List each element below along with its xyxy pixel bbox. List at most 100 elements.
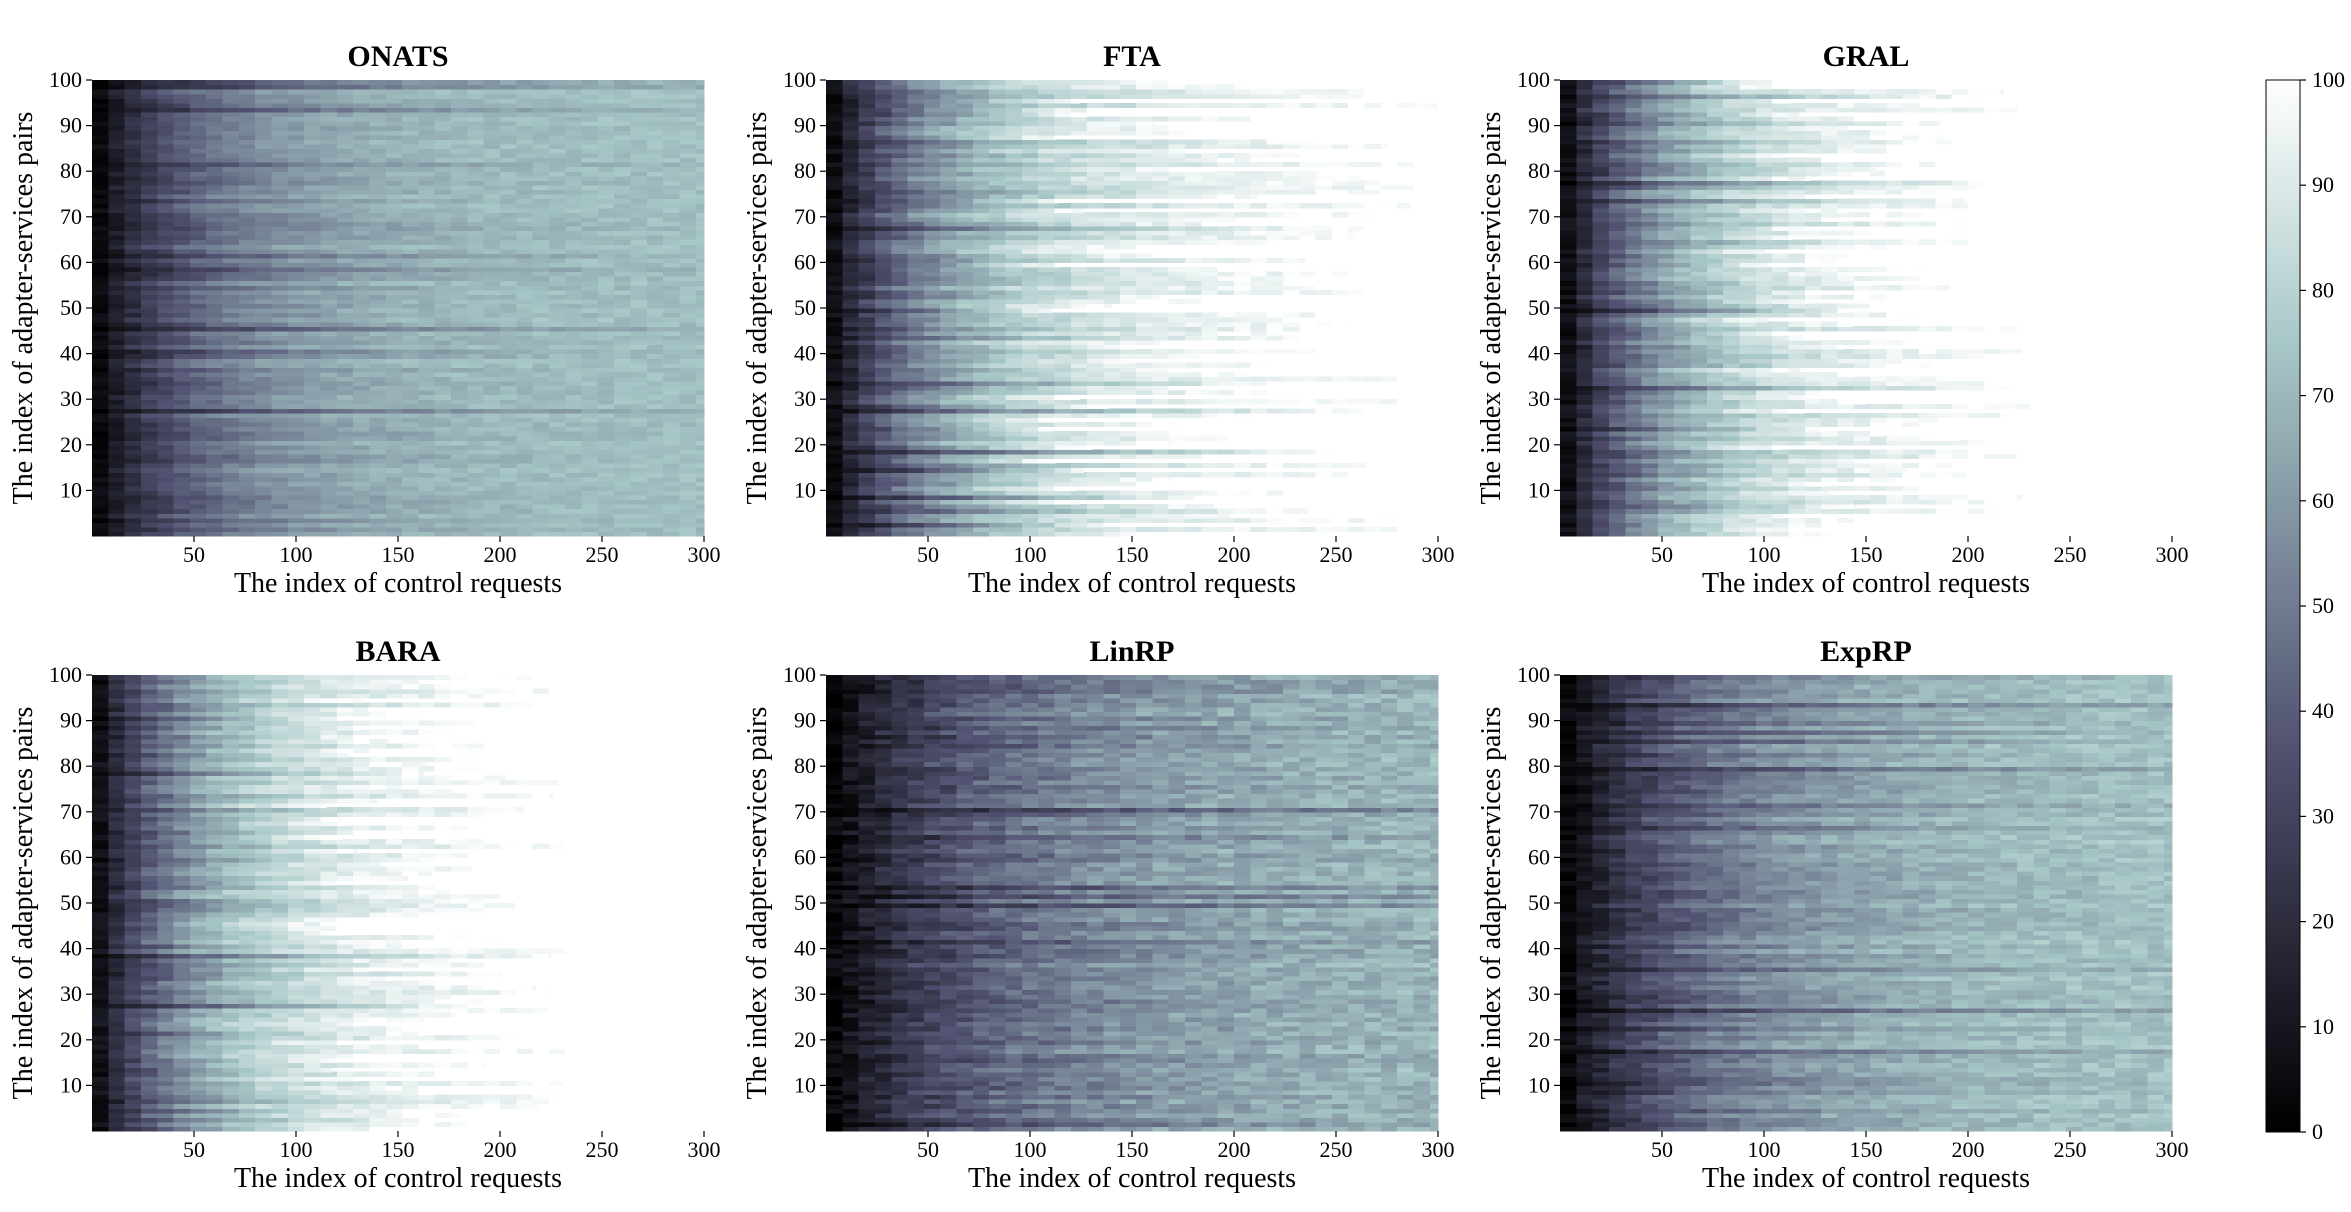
heatmap-cell bbox=[614, 221, 632, 227]
heatmap-cell bbox=[353, 271, 371, 277]
heatmap-cell bbox=[385, 449, 403, 455]
heatmap-cell bbox=[418, 257, 436, 263]
heatmap-cell bbox=[516, 107, 534, 113]
heatmap-cell bbox=[336, 339, 354, 346]
heatmap-cell bbox=[418, 84, 436, 90]
heatmap-cell bbox=[467, 440, 485, 446]
heatmap-cell bbox=[385, 294, 403, 300]
heatmap-cell bbox=[222, 289, 240, 295]
heatmap-cell bbox=[532, 472, 550, 478]
heatmap-cell bbox=[516, 212, 534, 218]
heatmap-cell bbox=[434, 349, 452, 355]
heatmap-cell bbox=[369, 458, 387, 464]
heatmap-cell bbox=[418, 111, 436, 118]
heatmap-cell bbox=[238, 358, 256, 364]
heatmap-cell bbox=[1119, 330, 1137, 336]
heatmap-cell bbox=[189, 298, 207, 305]
heatmap-cell bbox=[663, 453, 681, 460]
heatmap-cell bbox=[858, 444, 876, 450]
heatmap-cell bbox=[287, 508, 305, 514]
heatmap-cell bbox=[271, 198, 289, 204]
heatmap-cell bbox=[1364, 526, 1382, 533]
heatmap-cell bbox=[646, 285, 664, 291]
heatmap-cell bbox=[597, 380, 615, 387]
heatmap-cell bbox=[353, 107, 371, 113]
heatmap-cell bbox=[646, 367, 664, 373]
heatmap-cell bbox=[630, 244, 648, 250]
heatmap-cell bbox=[1201, 517, 1219, 523]
heatmap-cell bbox=[630, 262, 648, 268]
heatmap-cell bbox=[1250, 330, 1268, 336]
heatmap-cell bbox=[597, 339, 615, 346]
heatmap-cell bbox=[956, 335, 974, 341]
heatmap-cell bbox=[826, 335, 843, 341]
heatmap-cell bbox=[369, 143, 387, 149]
heatmap-cell bbox=[92, 189, 109, 195]
heatmap-cell bbox=[483, 444, 501, 450]
heatmap-cell bbox=[1266, 472, 1284, 478]
heatmap-cell bbox=[353, 184, 371, 191]
heatmap-cell bbox=[956, 449, 974, 455]
heatmap-cell bbox=[92, 148, 109, 154]
heatmap-cell bbox=[206, 289, 224, 295]
heatmap-cell bbox=[287, 490, 305, 496]
heatmap-cell bbox=[238, 102, 256, 108]
heatmap-cell bbox=[157, 225, 175, 232]
heatmap-cell bbox=[842, 353, 860, 359]
heatmap-cell bbox=[92, 175, 109, 181]
heatmap-cell bbox=[874, 330, 892, 336]
heatmap-cell bbox=[451, 417, 468, 423]
heatmap-cell bbox=[206, 485, 224, 491]
heatmap-cell bbox=[532, 494, 550, 501]
heatmap-cell bbox=[614, 162, 632, 168]
heatmap-cell bbox=[1217, 326, 1235, 332]
heatmap-cell bbox=[140, 362, 158, 368]
heatmap-cell bbox=[483, 152, 501, 159]
heatmap-cell bbox=[891, 417, 909, 423]
heatmap-cell bbox=[923, 358, 941, 364]
heatmap-cell bbox=[630, 207, 648, 213]
heatmap-cell bbox=[238, 440, 256, 446]
heatmap-cell bbox=[989, 326, 1007, 332]
heatmap-cell bbox=[565, 166, 583, 172]
heatmap-cell bbox=[140, 266, 158, 273]
heatmap-cell bbox=[238, 152, 256, 159]
heatmap-cell bbox=[271, 289, 289, 295]
heatmap-cell bbox=[565, 344, 583, 350]
heatmap-cell bbox=[907, 394, 925, 400]
heatmap-cell bbox=[467, 367, 485, 373]
heatmap-cell bbox=[614, 513, 632, 519]
heatmap-cell bbox=[1266, 399, 1284, 405]
heatmap-cell bbox=[206, 285, 224, 291]
heatmap-cell bbox=[434, 444, 452, 450]
heatmap-cell bbox=[1201, 399, 1219, 405]
heatmap-cell bbox=[989, 476, 1007, 482]
heatmap-cell bbox=[287, 175, 305, 181]
heatmap-cell bbox=[679, 339, 697, 346]
heatmap-cell bbox=[581, 371, 599, 377]
heatmap-cell bbox=[1152, 330, 1170, 336]
heatmap-cell bbox=[304, 266, 322, 273]
heatmap-cell bbox=[1119, 408, 1137, 414]
heatmap-cell bbox=[124, 130, 142, 136]
heatmap-cell bbox=[238, 517, 256, 523]
heatmap-cell bbox=[548, 207, 566, 213]
heatmap-cell bbox=[353, 326, 371, 332]
heatmap-cell bbox=[222, 472, 240, 478]
heatmap-cell bbox=[858, 513, 876, 519]
heatmap-cell bbox=[255, 121, 273, 127]
heatmap-cell bbox=[173, 399, 191, 405]
heatmap-cell bbox=[597, 312, 615, 318]
heatmap-cell bbox=[222, 148, 240, 154]
heatmap-cell bbox=[614, 517, 632, 523]
heatmap-cell bbox=[956, 367, 974, 373]
heatmap-cell bbox=[434, 111, 452, 118]
heatmap-cell bbox=[385, 317, 403, 323]
heatmap-cell bbox=[972, 499, 990, 505]
heatmap-cell bbox=[532, 453, 550, 460]
heatmap-cell bbox=[238, 216, 256, 222]
heatmap-cell bbox=[1070, 349, 1088, 355]
heatmap-cell bbox=[140, 476, 158, 482]
heatmap-cell bbox=[695, 194, 705, 200]
heatmap-cell bbox=[1282, 449, 1300, 455]
